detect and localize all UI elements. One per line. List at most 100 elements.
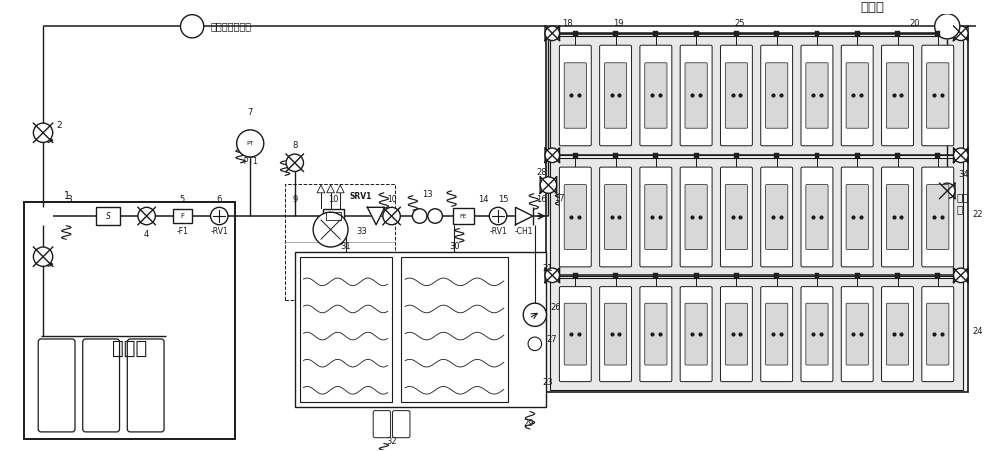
Bar — [300, 257, 392, 402]
FancyBboxPatch shape — [393, 410, 410, 438]
Bar — [550, 158, 963, 276]
FancyBboxPatch shape — [564, 303, 586, 365]
Text: 6: 6 — [217, 194, 222, 203]
FancyBboxPatch shape — [806, 303, 828, 365]
Bar — [895, 273, 900, 278]
Polygon shape — [336, 185, 344, 193]
Circle shape — [935, 14, 960, 39]
FancyBboxPatch shape — [761, 287, 793, 382]
Text: -F1: -F1 — [177, 227, 188, 236]
Bar — [550, 36, 963, 155]
Bar — [855, 31, 860, 36]
FancyBboxPatch shape — [645, 63, 667, 128]
Text: 集装格: 集装格 — [112, 339, 147, 358]
Bar — [734, 152, 739, 158]
FancyBboxPatch shape — [801, 287, 833, 382]
Bar — [653, 273, 658, 278]
Text: 5: 5 — [180, 194, 185, 203]
FancyBboxPatch shape — [38, 339, 75, 432]
FancyBboxPatch shape — [600, 287, 632, 382]
Bar — [895, 152, 900, 158]
FancyBboxPatch shape — [806, 184, 828, 249]
Text: 34: 34 — [958, 170, 969, 179]
Circle shape — [181, 15, 204, 38]
Text: 21: 21 — [543, 264, 553, 273]
FancyBboxPatch shape — [766, 184, 788, 249]
FancyBboxPatch shape — [841, 45, 873, 146]
FancyBboxPatch shape — [600, 45, 632, 146]
FancyBboxPatch shape — [806, 63, 828, 128]
Text: 20: 20 — [910, 19, 920, 28]
Bar — [734, 273, 739, 278]
Bar — [323, 209, 344, 223]
Bar — [815, 273, 819, 278]
Text: 29: 29 — [523, 419, 534, 428]
Circle shape — [286, 154, 303, 171]
FancyBboxPatch shape — [685, 303, 707, 365]
Text: 19: 19 — [613, 19, 624, 28]
Text: 25: 25 — [734, 19, 745, 28]
Text: 18: 18 — [562, 19, 573, 28]
Circle shape — [383, 207, 400, 225]
Polygon shape — [367, 207, 385, 225]
Text: 14: 14 — [478, 194, 489, 203]
Circle shape — [489, 207, 507, 225]
FancyBboxPatch shape — [846, 184, 868, 249]
Polygon shape — [515, 207, 533, 225]
FancyBboxPatch shape — [922, 45, 954, 146]
FancyBboxPatch shape — [685, 63, 707, 128]
Circle shape — [33, 247, 53, 267]
Text: 1: 1 — [64, 191, 70, 201]
Bar — [774, 152, 779, 158]
Text: -PR1: -PR1 — [325, 227, 342, 236]
Bar — [935, 273, 940, 278]
Circle shape — [33, 123, 53, 143]
FancyBboxPatch shape — [373, 410, 391, 438]
FancyBboxPatch shape — [640, 45, 672, 146]
FancyBboxPatch shape — [927, 63, 949, 128]
Text: 28: 28 — [537, 168, 547, 177]
Circle shape — [954, 148, 968, 162]
FancyBboxPatch shape — [725, 184, 748, 249]
Text: 10: 10 — [387, 194, 396, 203]
Text: 3: 3 — [66, 194, 72, 203]
Bar — [24, 202, 235, 439]
Bar — [453, 208, 474, 224]
FancyBboxPatch shape — [600, 167, 632, 267]
Text: 4: 4 — [144, 230, 149, 239]
FancyBboxPatch shape — [720, 45, 752, 146]
FancyBboxPatch shape — [559, 45, 591, 146]
Bar — [401, 257, 508, 402]
Circle shape — [138, 207, 155, 225]
Bar — [895, 31, 900, 36]
Text: 31: 31 — [340, 242, 351, 251]
FancyBboxPatch shape — [680, 287, 712, 382]
FancyBboxPatch shape — [761, 45, 793, 146]
Bar — [694, 273, 699, 278]
Bar — [774, 273, 779, 278]
Text: 备用集装格接口: 备用集装格接口 — [211, 21, 252, 31]
FancyBboxPatch shape — [886, 184, 909, 249]
Circle shape — [428, 209, 442, 223]
Text: FE: FE — [459, 213, 467, 219]
FancyBboxPatch shape — [564, 63, 586, 128]
Bar — [573, 152, 578, 158]
Bar — [815, 152, 819, 158]
FancyBboxPatch shape — [640, 287, 672, 382]
FancyBboxPatch shape — [564, 184, 586, 249]
FancyBboxPatch shape — [83, 339, 120, 432]
Bar — [855, 273, 860, 278]
Text: 15: 15 — [498, 194, 508, 203]
FancyBboxPatch shape — [604, 303, 627, 365]
Circle shape — [211, 207, 228, 225]
Circle shape — [412, 209, 427, 223]
Bar — [326, 212, 341, 220]
Bar — [653, 152, 658, 158]
Bar — [935, 31, 940, 36]
Text: 7: 7 — [248, 108, 253, 117]
FancyBboxPatch shape — [801, 45, 833, 146]
FancyBboxPatch shape — [922, 167, 954, 267]
Text: F: F — [180, 213, 184, 219]
Bar — [573, 31, 578, 36]
Bar — [935, 152, 940, 158]
